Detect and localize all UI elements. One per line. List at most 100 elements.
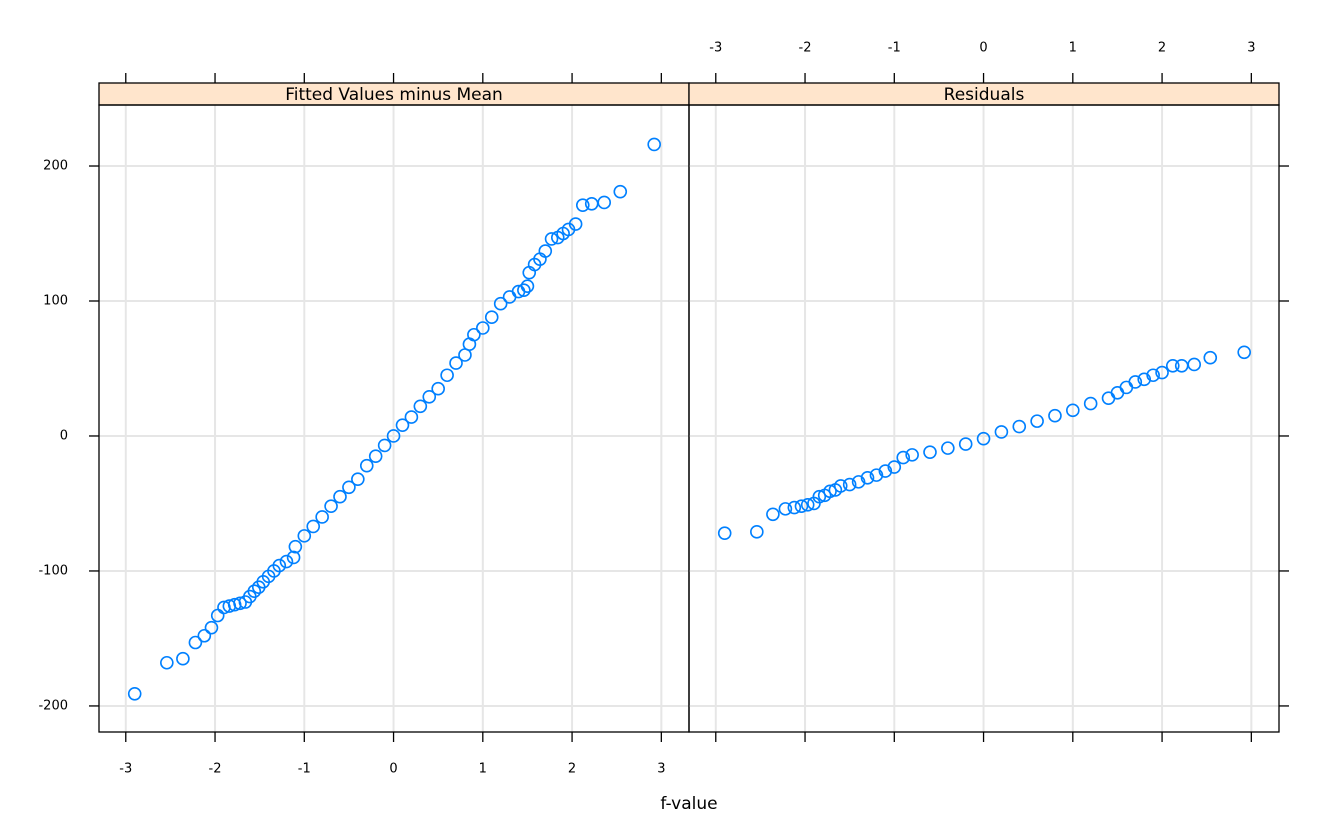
point [395,418,410,432]
point [568,217,583,231]
point [923,445,937,459]
point [717,526,732,540]
point [247,584,262,599]
point [887,460,902,474]
point [860,471,875,485]
point [584,197,599,211]
point [1030,414,1044,428]
strip-title: Residuals [944,85,1025,105]
point [476,321,490,335]
point [905,448,919,462]
point [197,628,212,643]
point [833,479,848,493]
point [1083,396,1098,411]
point [750,525,764,539]
x-tick-label: 0 [979,41,987,56]
point [1110,385,1125,400]
point [160,655,174,670]
x-tick-label: -2 [799,41,812,56]
point [333,489,347,504]
y-tick-label: -200 [38,698,68,713]
point [976,431,991,446]
y-tick-label: 0 [60,428,68,443]
point [613,184,628,199]
strip-title: Fitted Values minus Mean [285,85,503,105]
point [404,410,419,424]
point [306,519,321,534]
point [127,686,142,701]
point [1128,375,1143,389]
point [324,499,338,513]
y-tick-label: -100 [38,563,68,578]
x-tick-label: 3 [657,762,665,777]
point [368,449,383,464]
point [800,498,815,512]
point [288,539,303,554]
point [878,464,893,478]
point [869,468,884,482]
point [377,438,392,453]
x-tick-label: 3 [1247,41,1255,56]
x-tick-label: 0 [389,762,397,777]
point [851,475,866,489]
point [1174,358,1189,373]
point [484,310,499,324]
point [413,399,428,414]
x-tick-label: 1 [1069,41,1077,56]
point [233,596,247,611]
point [1146,368,1160,383]
point [286,550,301,565]
point [342,480,356,495]
point [1048,408,1062,423]
x-tick-label: 1 [479,762,487,777]
point [896,450,911,465]
point [1203,350,1218,365]
point [994,425,1009,439]
point [351,472,365,486]
point [766,507,780,522]
x-axis-label: f-value [660,794,717,814]
point [297,529,312,543]
point [538,244,553,258]
point [778,502,793,516]
point [812,489,827,504]
point [575,198,590,212]
point [210,608,225,623]
point [520,279,535,293]
x-tick-label: -1 [298,762,311,777]
point [176,651,190,666]
point [647,137,661,152]
point [1187,357,1202,372]
x-tick-label: 2 [568,762,576,777]
y-tick-label: 200 [43,159,68,174]
point [787,500,802,515]
point [1119,380,1134,395]
x-tick-label: -2 [209,762,222,777]
point [517,283,531,297]
point [794,499,809,513]
x-tick-label: -3 [119,762,132,777]
point [1237,345,1251,360]
point [467,327,481,342]
point [1012,419,1027,434]
point [493,296,508,311]
point [941,441,955,455]
point [1101,391,1116,405]
point [597,195,612,210]
point [823,484,837,499]
x-tick-label: 2 [1158,41,1166,56]
point [440,368,454,383]
x-tick-label: -1 [888,41,901,56]
point [272,558,287,573]
point [431,381,445,396]
point [1137,372,1152,387]
point [204,620,219,635]
point [1066,403,1080,418]
point [1155,365,1169,380]
point [544,232,559,246]
point [386,429,401,443]
point [1165,358,1180,373]
point [279,554,294,569]
point [315,510,329,524]
